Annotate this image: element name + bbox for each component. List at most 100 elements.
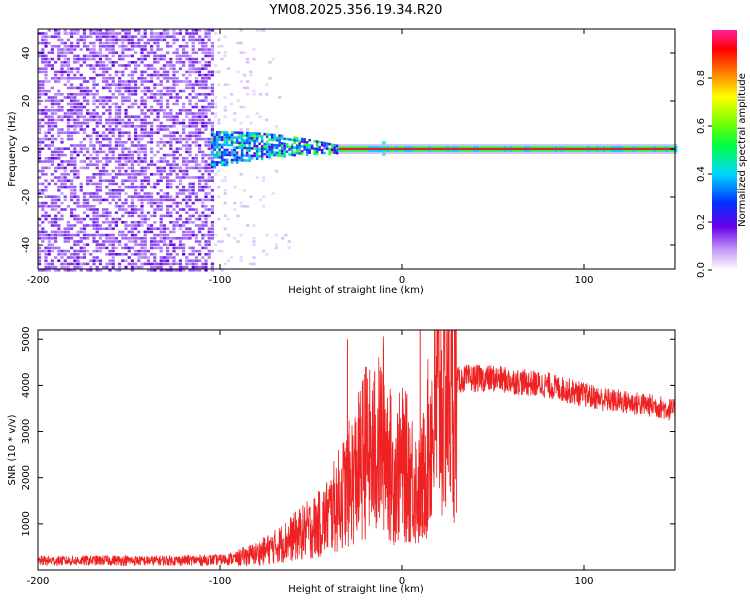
spectrogram-cell	[127, 80, 131, 83]
spectrogram-cell	[130, 153, 134, 157]
spectrogram-cell	[50, 118, 54, 122]
spectrogram-cell	[207, 237, 211, 240]
spectrogram-cell	[134, 243, 138, 246]
spectrogram-cell	[114, 32, 118, 35]
spectrogram-cell	[223, 161, 226, 164]
spectrogram-cell	[98, 182, 102, 186]
spectrogram-cell	[185, 144, 189, 147]
spectrogram-cell	[188, 185, 192, 189]
spectrogram-cell	[191, 134, 195, 138]
spectrogram-cell	[98, 176, 102, 179]
spectrogram-cell	[166, 182, 170, 186]
spectrogram-cell	[333, 144, 336, 147]
spectrogram-cell	[201, 115, 205, 118]
spectrogram-cell	[92, 147, 96, 150]
spectrogram-cell	[86, 99, 90, 102]
spectrogram-cell	[285, 142, 289, 146]
spectrogram-cell	[191, 259, 195, 262]
spectrogram-cell	[239, 80, 243, 83]
spectrogram-cell	[127, 61, 131, 64]
spectrogram-cell	[207, 147, 211, 150]
spectrogram-cell	[210, 138, 214, 141]
spectrogram-cell	[102, 163, 106, 166]
spectrogram-cell	[114, 38, 118, 42]
spectrogram-cell	[50, 179, 54, 182]
spectrogram-cell	[245, 151, 249, 155]
spectrogram-cell	[217, 240, 221, 243]
spectrogram-cell	[150, 35, 154, 38]
spectrogram-cell	[191, 105, 195, 109]
spectrogram-cell	[182, 109, 186, 112]
spectrogram-cell	[188, 112, 192, 115]
spectrogram-cell	[54, 45, 58, 48]
spectrogram-cell	[325, 142, 329, 145]
spectrogram-cell	[201, 179, 205, 182]
spectrogram-cell	[323, 141, 326, 145]
spectrogram-cell	[102, 246, 106, 250]
spectrogram-cell	[121, 147, 125, 150]
snr-y-label: SNR (10 * v/v)	[7, 414, 18, 485]
spectrogram-cell	[175, 141, 179, 144]
spectrogram-cell	[159, 173, 163, 176]
spectrogram-cell	[238, 144, 241, 147]
spectrogram-cell	[263, 142, 266, 146]
spectrogram-cell	[236, 99, 240, 102]
spectrogram-cell	[153, 182, 157, 186]
spectrogram-cell	[169, 93, 173, 96]
spectrogram-cell	[140, 80, 144, 83]
snr-x-tick-label: 0	[399, 576, 405, 587]
spectrogram-cell	[178, 214, 182, 218]
spectrogram-cell	[140, 144, 144, 147]
spectrogram-cell	[98, 41, 102, 45]
spectrogram-cell	[114, 109, 118, 112]
spectrogram-cell	[70, 144, 74, 147]
spectrogram-cell	[146, 64, 150, 67]
spectrogram-cell	[156, 128, 160, 131]
spectrogram-cell	[111, 182, 115, 186]
spectrogram-cell	[185, 45, 189, 48]
spectrogram-cell	[201, 112, 205, 115]
spectrogram-cell	[79, 237, 83, 240]
spectrogram-cell	[66, 70, 70, 74]
spectrogram-cell	[185, 77, 189, 80]
spectrogram-cell	[204, 195, 208, 198]
spectrogram-cell	[143, 125, 147, 128]
spectrogram-cell	[73, 173, 77, 176]
spectrogram-cell	[207, 166, 211, 170]
spectrogram-cell	[95, 160, 99, 163]
spectrogram-cell	[185, 96, 189, 99]
spectrogram-cell	[70, 233, 74, 237]
spectrogram-cell	[95, 259, 99, 262]
spectrogram-cell	[210, 48, 214, 51]
spectrogram-cell	[54, 221, 58, 224]
spectrogram-cell	[159, 246, 163, 250]
spectrogram-cell	[137, 185, 141, 189]
spectrogram-cell	[207, 176, 211, 179]
spectrogram-cell	[73, 249, 77, 253]
spectrogram-cell	[127, 262, 131, 266]
spectrogram-cell	[258, 29, 262, 32]
spectrogram-cell	[118, 163, 122, 166]
spectrogram-cell	[153, 131, 157, 134]
spectrogram-cell	[70, 237, 74, 240]
spectrogram-cell	[255, 112, 259, 115]
spectrogram-cell	[298, 147, 301, 150]
spectrogram-cell	[188, 109, 192, 112]
spectrogram-cell	[105, 237, 109, 240]
spectrogram-cell	[166, 243, 170, 246]
spectrogram-cell	[185, 70, 189, 74]
spectrogram-cell	[215, 156, 219, 159]
spectrogram-cell	[82, 227, 86, 230]
spectrogram-cell	[172, 221, 176, 224]
spectrogram-cell	[89, 224, 93, 227]
spectrogram-cell	[156, 144, 160, 147]
spectrogram-cell	[185, 141, 189, 144]
spectrogram-cell	[263, 132, 266, 136]
spectrogram-cell	[41, 214, 45, 218]
spectrogram-cell	[207, 35, 211, 38]
spectrogram-cell	[140, 118, 144, 122]
spectrogram-cell	[210, 147, 214, 150]
spectrogram-cell	[185, 134, 189, 138]
spectrogram-cell	[76, 217, 80, 221]
spectrogram-cell	[54, 80, 58, 83]
